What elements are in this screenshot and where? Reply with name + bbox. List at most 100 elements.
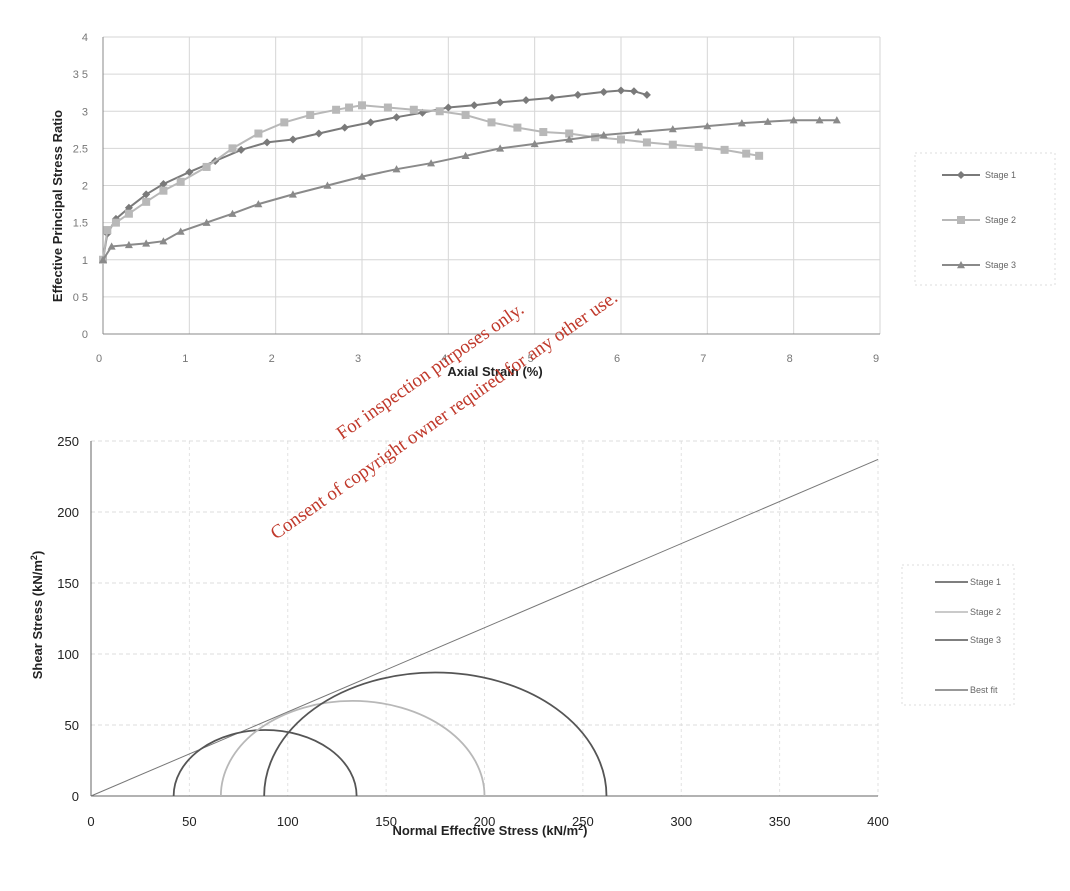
chart1-y-tick: 3 — [82, 106, 88, 118]
chart1-y-tick: 2.5 — [73, 143, 88, 155]
chart2-y-axis-title: Shear Stress (kN/m2) — [29, 551, 45, 680]
chart2-x-tick: 0 — [87, 814, 94, 829]
data-point — [435, 107, 444, 116]
data-point — [383, 103, 392, 112]
chart1-gridlines — [103, 36, 881, 334]
data-point — [159, 180, 168, 189]
data-point — [703, 122, 712, 130]
mohr-circle-stage-2 — [219, 699, 486, 797]
data-point — [99, 255, 107, 263]
data-point — [142, 190, 151, 199]
chart1-x-tick: 6 — [614, 353, 620, 365]
data-point — [487, 118, 496, 127]
chart1-x-tick: 4 — [441, 353, 447, 365]
data-point — [565, 129, 574, 138]
data-point — [668, 125, 677, 133]
legend-label: Stage 2 — [985, 215, 1016, 225]
chart2-y-tick: 250 — [57, 434, 79, 449]
legend-marker — [957, 171, 965, 179]
data-point — [107, 242, 116, 250]
data-point — [496, 144, 505, 152]
series-line — [102, 104, 760, 260]
data-point — [142, 197, 151, 206]
chart2-x-axis-title-text: Normal Effective Stress (kN/m — [392, 823, 578, 838]
data-point — [202, 162, 211, 171]
data-point — [176, 227, 185, 235]
data-point — [496, 98, 505, 107]
legend-label: Stage 2 — [970, 607, 1001, 617]
data-point — [237, 145, 246, 154]
chart2-x-tick: 250 — [572, 814, 594, 829]
chart1-y-tick: 4 — [82, 32, 88, 44]
mohr-circle-stage-1 — [172, 729, 358, 797]
data-point — [642, 138, 651, 147]
legend-label: Stage 3 — [970, 635, 1001, 645]
data-point — [366, 118, 375, 127]
chart2-y-tick: 0 — [72, 789, 79, 804]
data-point — [617, 135, 625, 144]
chart2-x-axis-title-end: ) — [583, 823, 587, 838]
chart1-y-tick: 1.5 — [73, 218, 88, 230]
data-point — [124, 209, 133, 218]
series-line — [102, 119, 837, 261]
data-point — [694, 142, 703, 151]
chart2-y-tick-labels: 0 50 100 150 200 250 — [57, 434, 79, 804]
data-point — [392, 165, 401, 173]
chart2-y-tick: 150 — [57, 576, 79, 591]
data-point — [254, 200, 263, 208]
data-point — [332, 105, 341, 114]
data-point — [720, 145, 729, 154]
data-point — [444, 103, 453, 112]
data-point — [263, 138, 272, 147]
data-point — [617, 86, 625, 95]
data-point — [176, 177, 185, 186]
data-point — [142, 239, 151, 247]
data-point — [280, 118, 289, 127]
legend-marker — [957, 261, 965, 269]
data-point — [470, 101, 479, 110]
legend-label: Stage 1 — [970, 577, 1001, 587]
chart1-y-tick: 3 5 — [73, 69, 88, 81]
chart2-x-tick: 300 — [670, 814, 692, 829]
chart1-series-stage-3 — [99, 116, 841, 263]
stress-ratio-chart: 0 1 2 3 4 5 6 7 8 9 0 0 5 1 1.5 2 2.5 3 3 5 4 Axial Strai… — [50, 32, 1056, 379]
chart1-x-tick: 9 — [873, 353, 879, 365]
chart2-y-axis-title-superscript: 2 — [29, 555, 39, 560]
data-point — [345, 103, 354, 112]
chart1-y-tick: 0 5 — [73, 292, 88, 304]
chart2-y-tick: 50 — [65, 718, 79, 733]
data-point — [427, 159, 436, 167]
data-point — [323, 181, 332, 189]
data-point — [763, 117, 772, 125]
data-point — [530, 139, 539, 148]
data-point — [409, 105, 418, 114]
data-point — [522, 96, 531, 105]
data-point — [254, 129, 263, 138]
chart1-series-stage-1 — [99, 86, 651, 264]
data-point — [103, 226, 112, 235]
chart2-x-axis-title-superscript: 2 — [578, 822, 583, 832]
chart2-legend-frame — [901, 564, 1015, 706]
mohr-circle-chart: 0 50 100 150 200 250 300 350 400 0 50 100 150 200 250… — [29, 434, 1015, 838]
chart1-x-axis-title: Axial Strain (%) — [447, 364, 542, 379]
data-point — [513, 123, 522, 132]
data-point — [539, 128, 548, 137]
data-point — [288, 135, 297, 144]
data-point — [599, 87, 608, 96]
chart2-x-tick: 150 — [375, 814, 397, 829]
data-point — [228, 144, 237, 153]
watermark-line-2: Consent of copyright owner required for … — [267, 287, 622, 544]
chart1-legend-frame — [914, 152, 1056, 286]
data-point — [737, 119, 746, 127]
data-point — [358, 101, 366, 110]
copyright-watermark: For inspection purposes only. Consent of… — [267, 287, 622, 544]
chart1-y-tick: 1 — [82, 255, 88, 267]
chart2-x-tick: 100 — [277, 814, 299, 829]
mohr-circle-stage-3 — [263, 671, 608, 797]
data-point — [392, 113, 401, 122]
legend-label: Stage 3 — [985, 260, 1016, 270]
data-point — [815, 116, 824, 124]
chart2-x-tick: 200 — [474, 814, 496, 829]
chart2-x-tick: 50 — [182, 814, 196, 829]
